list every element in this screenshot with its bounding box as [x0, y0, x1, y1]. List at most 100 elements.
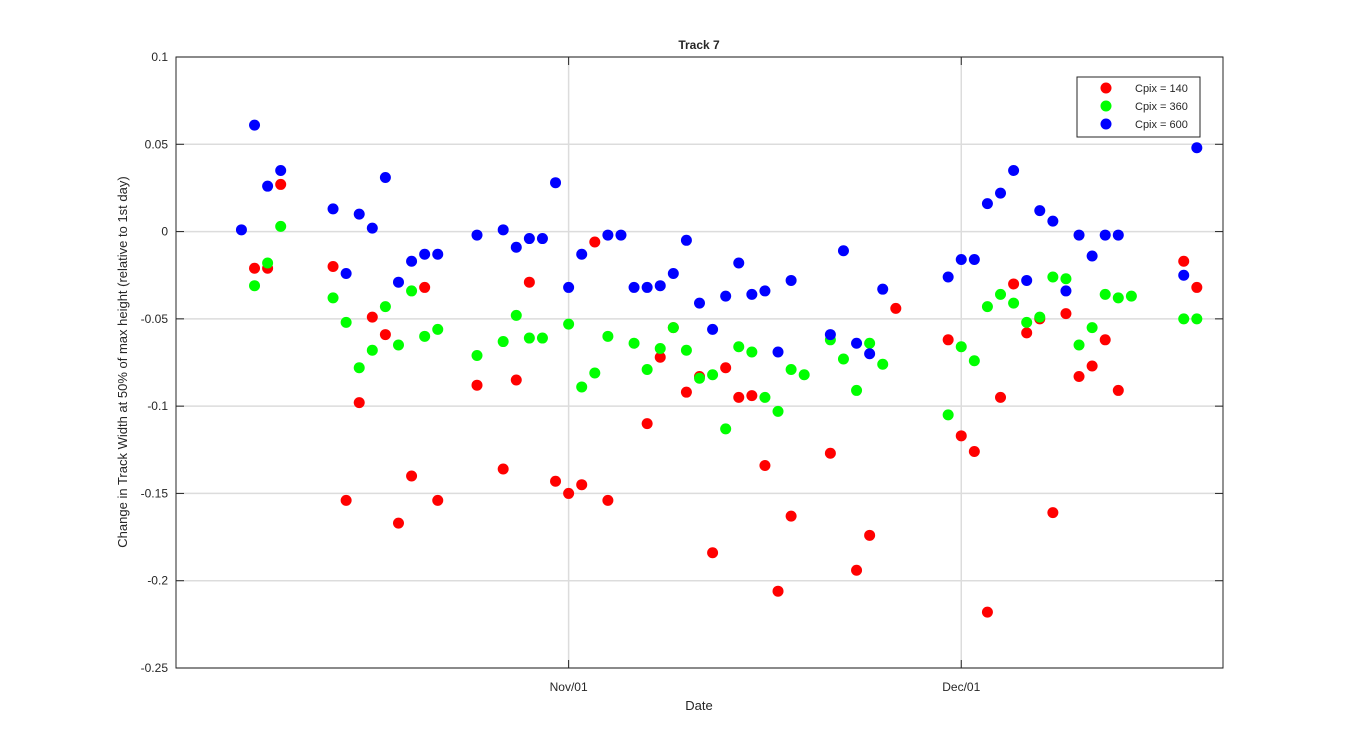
data-point [249, 280, 261, 292]
data-point [1099, 229, 1111, 241]
legend-label: Cpix = 140 [1135, 83, 1188, 95]
data-point [995, 187, 1007, 199]
data-point [680, 234, 692, 246]
data-point [392, 517, 404, 529]
data-point [366, 344, 378, 356]
data-point [1047, 507, 1059, 519]
x-axis-label: Date [685, 698, 712, 713]
data-point [497, 224, 509, 236]
series-1 [249, 178, 1203, 618]
data-point [955, 430, 967, 442]
data-point [1073, 229, 1085, 241]
data-point [1060, 285, 1072, 297]
data-point [694, 372, 705, 384]
data-point [707, 547, 719, 559]
data-point [523, 332, 535, 344]
data-point [772, 346, 784, 358]
data-point [523, 233, 535, 245]
data-point [1086, 322, 1098, 334]
data-point [720, 362, 732, 374]
data-point [628, 281, 640, 293]
data-point [406, 255, 418, 267]
data-point [602, 494, 614, 506]
data-point [864, 348, 876, 360]
data-point [707, 369, 719, 381]
data-point [262, 257, 274, 269]
data-point [1047, 271, 1059, 283]
x-tick-label: Dec/01 [942, 680, 980, 694]
data-point [497, 336, 509, 348]
data-point [1178, 255, 1190, 267]
data-point [1112, 229, 1124, 241]
data-point [641, 418, 653, 430]
data-point [746, 346, 758, 358]
x-tick-label: Nov/01 [550, 680, 588, 694]
data-point [851, 564, 863, 576]
data-point [733, 257, 745, 269]
data-point [471, 350, 483, 362]
data-point [942, 409, 954, 421]
plot-area-frame [175, 56, 1224, 669]
data-point [1060, 308, 1072, 320]
data-point [1060, 273, 1072, 285]
y-tick-label: 0.1 [151, 50, 168, 64]
data-point [707, 323, 719, 335]
y-tick-label: -0.05 [141, 312, 169, 326]
data-point [1099, 288, 1111, 300]
data-point [955, 341, 967, 353]
data-point [720, 290, 732, 302]
data-point [837, 353, 849, 365]
data-point [1008, 278, 1020, 290]
data-point [275, 178, 287, 190]
data-point [576, 479, 588, 491]
data-point [667, 322, 679, 334]
data-point [353, 208, 365, 220]
data-point [1086, 250, 1098, 262]
data-point [589, 236, 601, 248]
data-point [523, 276, 535, 288]
data-point [981, 606, 993, 618]
y-tick-label: 0 [161, 225, 168, 239]
data-point [510, 241, 522, 253]
data-point [1191, 281, 1203, 293]
data-point [1125, 290, 1137, 302]
data-point [864, 529, 876, 541]
data-point [694, 297, 705, 309]
legend-marker [1100, 100, 1112, 112]
data-point [733, 341, 745, 353]
data-point [340, 267, 352, 279]
data-point [981, 301, 993, 313]
data-point [851, 337, 863, 349]
data-point [733, 391, 745, 403]
data-point [824, 447, 836, 459]
data-point [1178, 313, 1190, 325]
data-point [615, 229, 627, 241]
y-axis-label: Change in Track Width at 50% of max heig… [115, 176, 130, 547]
data-point [379, 301, 391, 313]
series-3 [235, 119, 1203, 360]
data-point [1086, 360, 1098, 372]
data-point [536, 332, 548, 344]
data-point [864, 337, 876, 349]
data-point [995, 391, 1007, 403]
data-point [759, 459, 771, 471]
data-point [432, 494, 444, 506]
data-point [262, 180, 274, 192]
data-point [536, 233, 548, 245]
data-point [602, 330, 614, 342]
data-point [981, 198, 993, 210]
data-point [406, 285, 418, 297]
data-point [1034, 205, 1046, 217]
data-point [419, 281, 431, 293]
data-point [235, 224, 247, 236]
data-point [392, 339, 404, 351]
legend: Cpix = 140 Cpix = 360 Cpix = 600 [1076, 76, 1201, 138]
y-tick-label: -0.25 [141, 661, 169, 675]
data-point [497, 463, 509, 475]
data-point [641, 281, 653, 293]
data-point [1008, 164, 1020, 176]
data-point [955, 254, 967, 266]
data-point [249, 119, 261, 131]
data-point [1021, 316, 1033, 328]
data-point [968, 254, 980, 266]
